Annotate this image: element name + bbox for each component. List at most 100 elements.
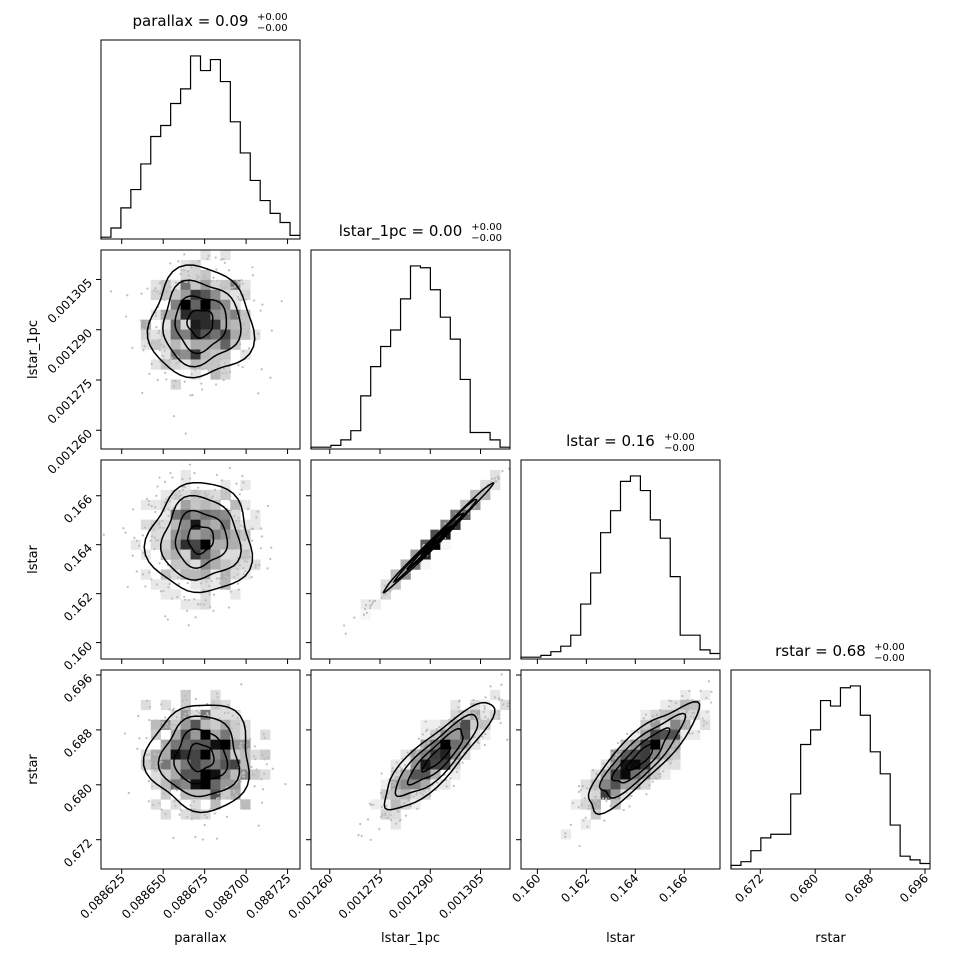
density-cell — [430, 769, 441, 780]
sample-point — [372, 600, 375, 603]
density-cell — [670, 749, 681, 760]
sample-point — [205, 580, 208, 583]
sample-point — [151, 785, 154, 788]
density-cell — [700, 689, 711, 701]
density-cell — [220, 539, 231, 550]
density-cell — [460, 749, 471, 760]
sample-point — [188, 690, 191, 693]
sample-point — [659, 772, 662, 776]
density-cell — [240, 279, 251, 291]
sample-point — [499, 721, 502, 725]
sample-point — [200, 382, 203, 385]
sample-point — [239, 780, 242, 783]
sample-point — [487, 717, 490, 721]
density-cell — [210, 369, 221, 380]
sample-point — [577, 790, 581, 793]
axes-border — [520, 669, 721, 870]
sample-point — [184, 712, 187, 715]
density-cell — [210, 289, 221, 301]
sample-point — [159, 757, 162, 761]
sample-point — [450, 722, 453, 725]
sample-point — [688, 689, 691, 693]
sample-point — [669, 762, 672, 765]
density-cell — [170, 379, 181, 390]
sample-point — [468, 741, 472, 744]
sample-point — [452, 784, 455, 787]
sample-point — [385, 804, 388, 807]
sample-point — [386, 816, 389, 820]
sample-point — [214, 488, 217, 491]
sample-point — [164, 786, 167, 789]
x-tick-label: 0.680 — [787, 871, 821, 905]
sample-point — [186, 270, 190, 273]
histogram-lstar — [520, 475, 720, 659]
sample-point — [630, 794, 633, 798]
contour-line — [420, 524, 452, 556]
density-cell — [170, 729, 181, 740]
density-cell — [180, 489, 191, 501]
sample-point — [212, 593, 216, 596]
sample-point — [691, 699, 694, 702]
density-cell — [180, 739, 191, 750]
sample-point — [236, 547, 239, 550]
density-cell — [620, 739, 631, 750]
density-cell — [220, 489, 231, 501]
sample-point — [676, 749, 679, 752]
histogram-line — [100, 55, 300, 239]
sample-point — [227, 711, 230, 714]
sample-point — [187, 624, 190, 627]
sample-point — [158, 338, 161, 341]
y-tick-label: 0.001275 — [45, 376, 95, 426]
sample-point — [154, 506, 157, 509]
sample-point — [255, 516, 258, 519]
contour-line — [143, 481, 254, 594]
sample-point — [185, 609, 189, 612]
x-tick-label: 0.160 — [509, 871, 543, 905]
x-tick-label: 0.688 — [842, 871, 876, 905]
sample-point — [247, 531, 251, 534]
sample-point — [197, 276, 200, 279]
sample-point — [637, 731, 640, 734]
sample-point — [642, 717, 645, 720]
sample-point — [210, 579, 213, 583]
sample-point — [147, 753, 151, 756]
density-cell — [240, 769, 251, 780]
sample-point — [384, 812, 387, 815]
y-tick-label: 0.001290 — [45, 326, 95, 376]
density-cell — [200, 729, 211, 740]
density-cell — [380, 779, 391, 790]
sample-point — [471, 711, 474, 714]
density-cell — [470, 719, 481, 730]
contour-line — [162, 279, 242, 368]
density-cell — [700, 709, 711, 721]
density-cell — [460, 729, 471, 740]
sample-point — [228, 269, 231, 272]
sample-point — [158, 349, 162, 352]
sample-point — [200, 582, 203, 585]
sample-point — [127, 791, 130, 795]
sample-point — [406, 751, 409, 754]
sample-point — [206, 278, 210, 281]
sample-point — [596, 806, 599, 810]
sample-point — [102, 533, 105, 536]
density-cell — [140, 329, 152, 340]
sample-point — [213, 812, 216, 815]
sample-point — [216, 279, 219, 282]
density-cell — [420, 779, 431, 790]
density-cell — [440, 539, 451, 550]
sample-point — [604, 768, 607, 771]
contour-line — [173, 728, 229, 785]
sample-point — [647, 727, 650, 730]
sample-point — [577, 806, 580, 809]
density-cell — [240, 719, 251, 730]
sample-point — [172, 836, 175, 840]
sample-point — [250, 765, 253, 768]
density-cell — [220, 339, 231, 350]
density-cell — [210, 359, 221, 370]
sample-point — [697, 730, 700, 733]
density-cell — [400, 779, 411, 790]
sample-point — [507, 702, 510, 705]
sample-point — [458, 699, 461, 702]
sample-point — [461, 761, 464, 764]
density-cell — [590, 799, 601, 810]
